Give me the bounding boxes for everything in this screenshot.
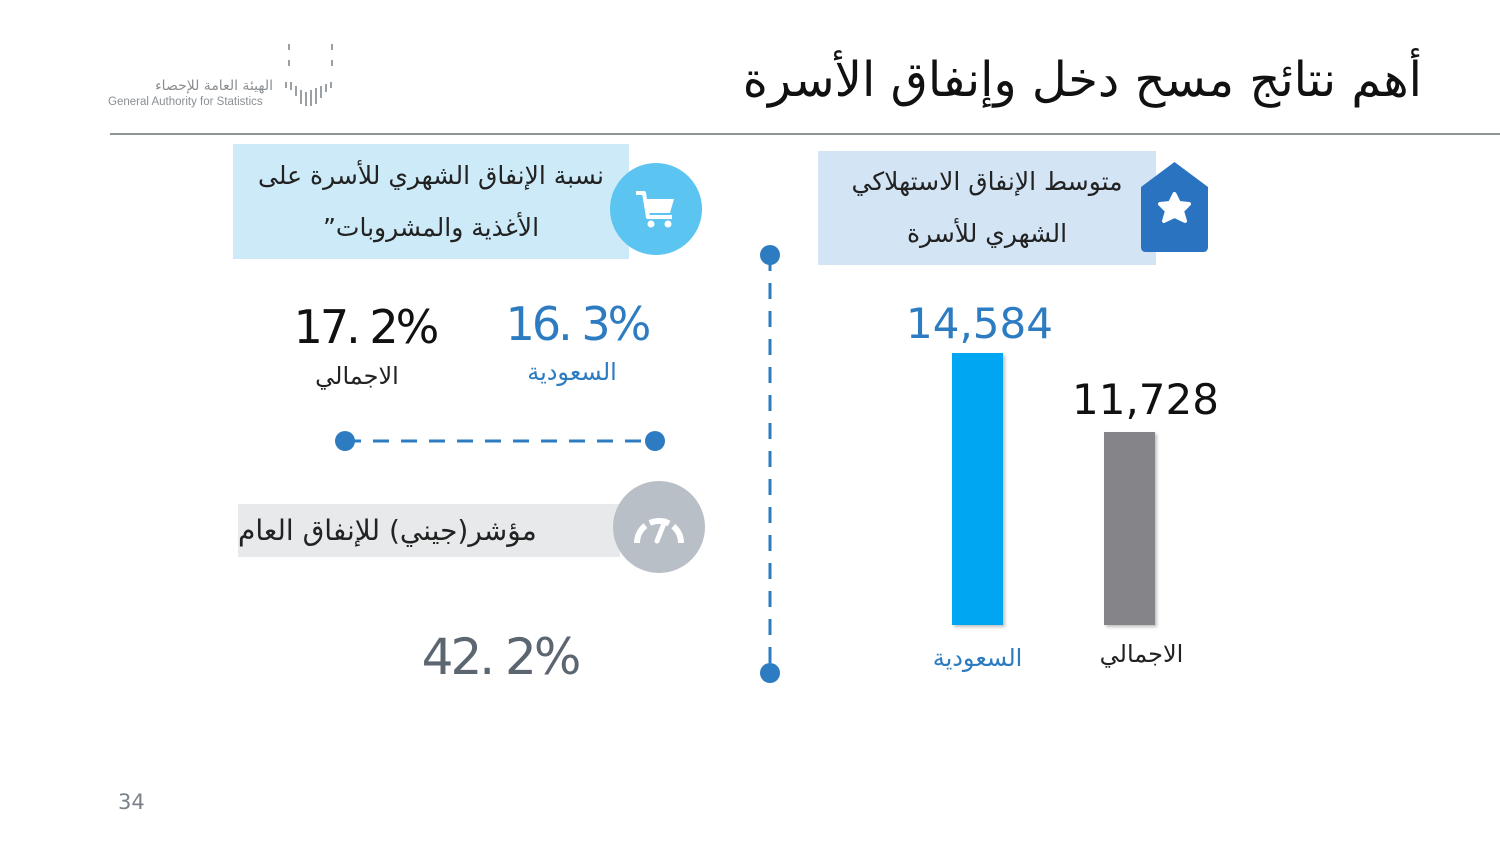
- shopping-cart-icon: [610, 163, 702, 255]
- gini-title-box: مؤشر(جيني) للإنفاق العام: [238, 504, 620, 557]
- gini-title: مؤشر(جيني) للإنفاق العام: [238, 513, 537, 547]
- page-number: 34: [118, 790, 145, 814]
- food-share-title-line1: نسبة الإنفاق الشهري للأسرة على: [258, 160, 604, 190]
- consumption-title-line1: متوسط الإنفاق الاستهلاكي: [851, 167, 1123, 196]
- consumption-title-line2: الشهري للأسرة: [906, 219, 1068, 248]
- bar-value-label: 11,728: [1072, 375, 1219, 424]
- food-share-title-box: نسبة الإنفاق الشهري للأسرة على الأغذية و…: [233, 144, 629, 259]
- bar-value-label: 14,584: [906, 299, 1053, 348]
- food-share-saudi-label: السعودية: [527, 358, 617, 386]
- food-share-title-line2: الأغذية والمشروبات”: [322, 212, 540, 242]
- house-star-icon: [1140, 161, 1209, 257]
- food-share-total-label: الاجمالي: [315, 362, 399, 390]
- consumption-title-box: متوسط الإنفاق الاستهلاكي الشهري للأسرة: [818, 151, 1156, 265]
- bar-category-label: السعودية: [932, 644, 1023, 672]
- food-share-total-value: 17. 2%: [293, 300, 440, 354]
- slide-title: أهم نتائج مسح دخل وإنفاق الأسرة: [742, 52, 1422, 108]
- gini-value: 42. 2%: [421, 628, 582, 686]
- title-divider: [110, 133, 1500, 135]
- bar-total: [1104, 432, 1155, 625]
- bar-saudi: [952, 353, 1003, 625]
- horizontal-dashed-connector: [335, 431, 665, 451]
- food-share-saudi-value: 16. 3%: [505, 297, 652, 351]
- logo-english-text: General Authority for Statistics: [108, 96, 263, 108]
- gauge-icon: [613, 481, 705, 573]
- logo-arabic-text: الهيئة العامة للإحصاء: [155, 78, 273, 94]
- vertical-dashed-connector: [760, 245, 780, 683]
- logo-mark: [282, 44, 336, 114]
- bar-category-label: الاجمالي: [1099, 640, 1184, 668]
